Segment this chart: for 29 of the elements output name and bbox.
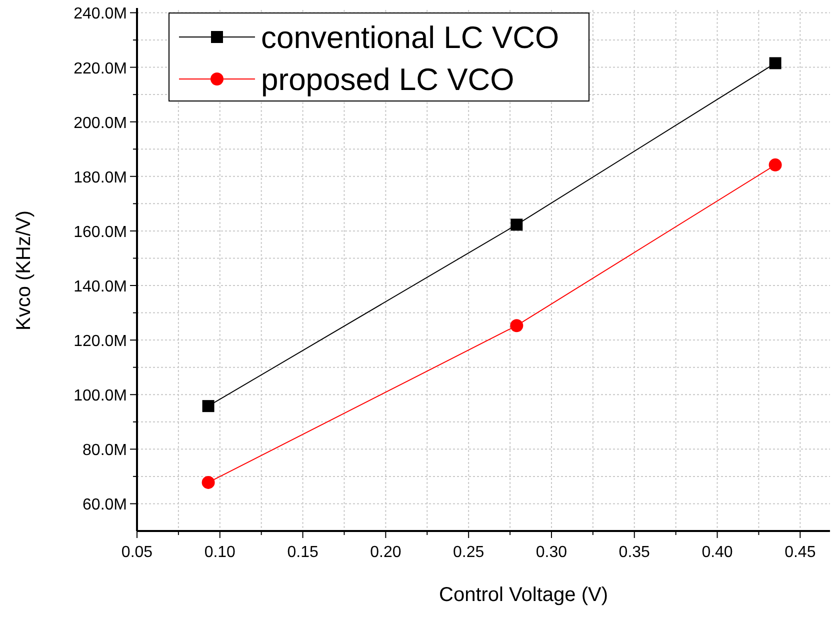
y-axis-title: Kvco (KHz/V) [13, 210, 35, 331]
x-tick-label: 0.25 [453, 544, 484, 561]
x-axis-title: Control Voltage (V) [439, 584, 608, 606]
x-tick-label: 0.40 [702, 544, 733, 561]
point [510, 218, 523, 231]
x-tick-label: 0.05 [121, 544, 153, 561]
point [768, 158, 782, 172]
y-tick-label: 220.0M [74, 60, 127, 78]
x-tick-label: 0.30 [536, 544, 568, 561]
y-tick-label: 120.0M [74, 333, 127, 350]
x-tick-label: 0.10 [204, 544, 236, 561]
point [769, 57, 782, 70]
x-tick-label: 0.35 [618, 544, 650, 561]
y-tick-label: 100.0M [74, 388, 127, 405]
point [202, 476, 215, 489]
point [202, 400, 214, 412]
legend-label: proposed LC VCO [261, 62, 514, 97]
y-tick-label: 60.0M [82, 496, 127, 514]
y-tick-label: 80.0M [82, 442, 127, 460]
y-tick-label: 200.0M [74, 114, 127, 132]
y-tick-label: 160.0M [74, 224, 127, 241]
y-tick-label: 140.0M [74, 278, 127, 296]
x-tick-label: 0.20 [370, 544, 402, 561]
point [510, 319, 524, 332]
x-tick-label: 0.15 [287, 544, 318, 561]
y-tick-label: 180.0M [74, 169, 127, 186]
x-tick-label: 0.45 [784, 544, 816, 561]
legend-label: conventional LC VCO [261, 20, 560, 55]
y-tick-label: 240.0M [74, 6, 127, 23]
